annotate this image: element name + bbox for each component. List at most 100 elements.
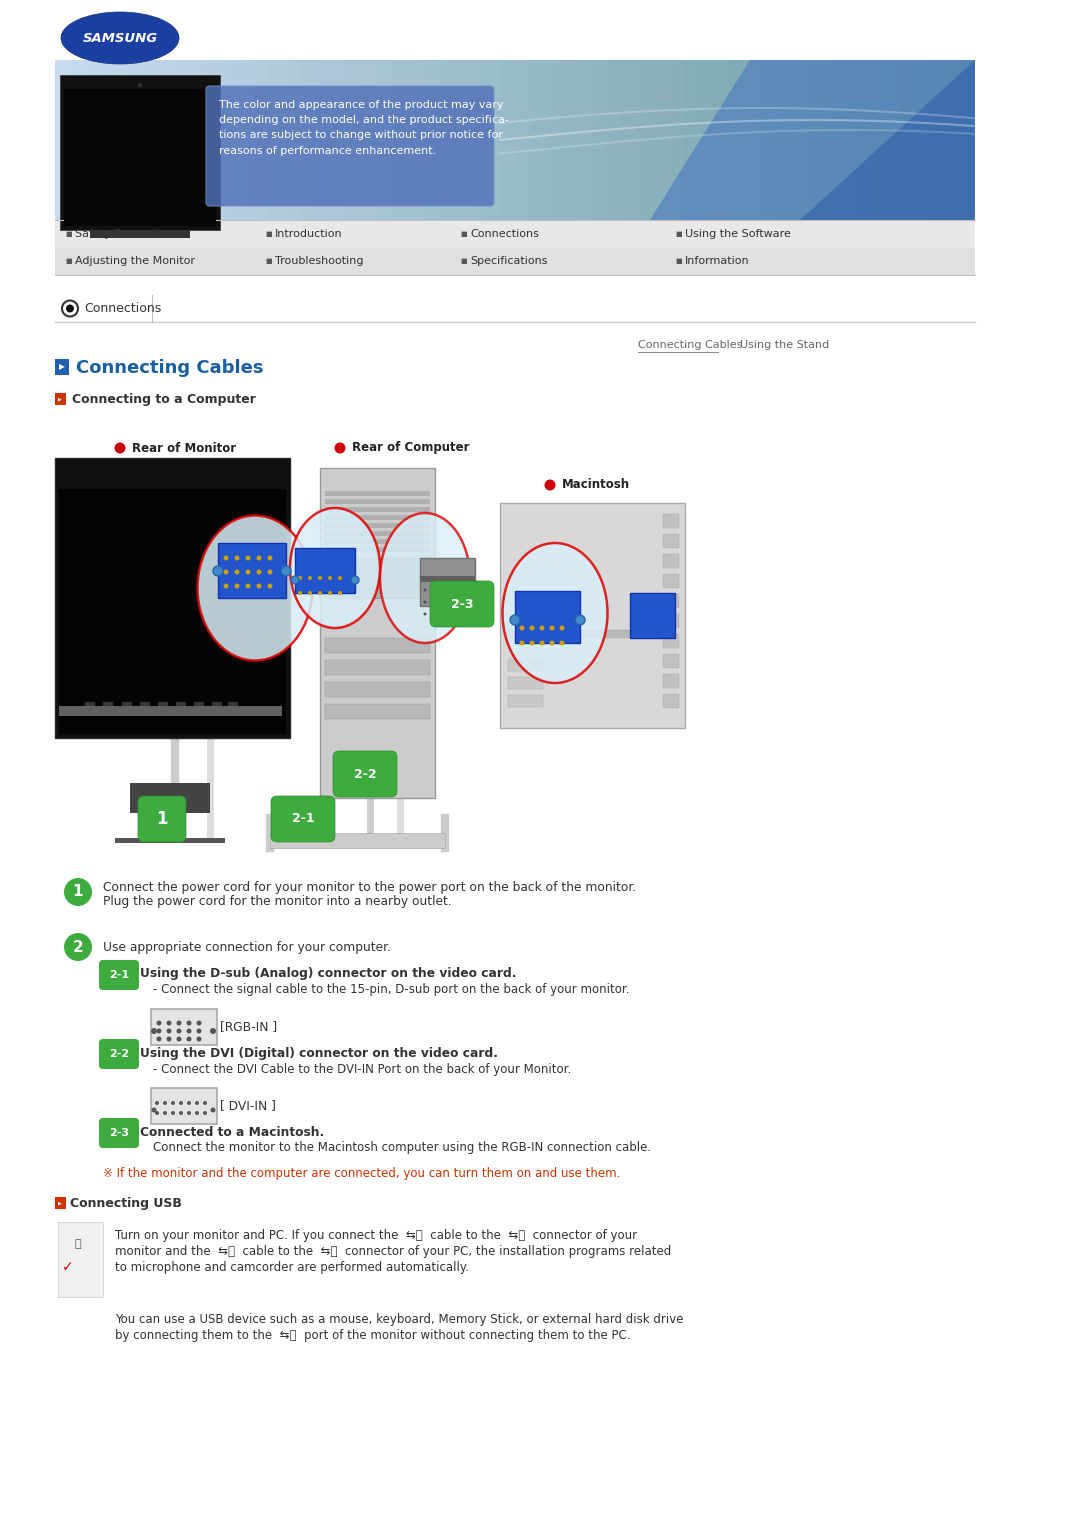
Bar [361,60,377,220]
Bar [194,701,204,711]
Circle shape [157,1036,162,1042]
Bar [90,231,190,238]
Circle shape [234,584,240,588]
Polygon shape [800,60,975,220]
Bar [330,60,346,220]
Bar [55,458,291,738]
Bar [775,60,791,220]
Circle shape [291,576,299,584]
Circle shape [234,570,240,575]
Circle shape [156,1102,159,1105]
Text: ■: ■ [265,231,272,237]
Circle shape [540,640,544,645]
Bar [420,576,475,582]
Text: Plug the power cord for the monitor into a nearby outlet.: Plug the power cord for the monitor into… [103,895,451,909]
Circle shape [157,1021,162,1025]
Ellipse shape [198,515,312,660]
Text: ■: ■ [265,258,272,264]
Circle shape [213,565,222,576]
Circle shape [447,613,450,616]
Bar [929,60,944,220]
Circle shape [163,1102,167,1105]
Text: 1: 1 [157,810,167,828]
FancyBboxPatch shape [99,960,139,990]
Text: Introduction: Introduction [275,229,342,238]
Bar [699,60,714,220]
Bar [140,701,150,711]
Text: Using the Software: Using the Software [685,229,791,238]
Text: 2-3: 2-3 [109,1128,129,1138]
FancyBboxPatch shape [430,581,494,626]
Ellipse shape [380,513,470,643]
Circle shape [224,556,229,561]
Bar [392,60,407,220]
Bar [806,60,821,220]
Circle shape [176,1036,181,1042]
Bar [325,547,430,552]
Text: [ DVI-IN ]: [ DVI-IN ] [220,1100,276,1112]
Bar [85,701,95,711]
Bar [508,659,543,671]
Circle shape [245,584,251,588]
Bar [325,532,430,536]
Circle shape [463,588,467,591]
Bar [158,701,168,711]
Bar [683,60,699,220]
Circle shape [338,591,342,594]
FancyBboxPatch shape [138,796,186,842]
Circle shape [423,601,427,604]
Bar [377,60,392,220]
Bar [508,677,543,689]
Text: Using the Stand: Using the Stand [740,341,829,350]
Bar [663,594,679,608]
Bar [508,630,658,639]
Text: ▶: ▶ [58,396,62,402]
Text: by connecting them to the  ⇆Ⓑ  port of the monitor without connecting them to th: by connecting them to the ⇆Ⓑ port of the… [114,1329,631,1343]
Bar [295,549,355,593]
Circle shape [187,1036,191,1042]
Ellipse shape [291,507,380,628]
Text: ■: ■ [460,258,467,264]
Text: monitor and the  ⇆Ⓑ  cable to the  ⇆Ⓑ  connector of your PC, the installation pr: monitor and the ⇆Ⓑ cable to the ⇆Ⓑ conne… [114,1244,672,1258]
Bar [325,681,430,697]
Text: Connected to a Macintosh.: Connected to a Macintosh. [140,1126,324,1138]
Circle shape [257,584,261,588]
Bar [59,489,286,733]
Circle shape [64,879,92,906]
Text: [RGB-IN ]: [RGB-IN ] [220,1021,278,1033]
Bar [122,701,132,711]
Circle shape [257,570,261,575]
Bar [653,60,669,220]
Bar [208,60,222,220]
Circle shape [318,576,322,581]
Bar [177,60,193,220]
Bar [663,533,679,549]
Bar [116,60,131,220]
Polygon shape [650,60,975,220]
Bar [637,60,653,220]
Text: Safety Precautions: Safety Precautions [75,229,179,238]
Circle shape [268,584,272,588]
Bar [745,60,760,220]
FancyBboxPatch shape [151,1008,217,1045]
Bar [561,60,576,220]
FancyBboxPatch shape [333,750,397,798]
Bar [162,60,177,220]
Circle shape [338,576,342,581]
Circle shape [163,1111,167,1115]
Bar [130,782,210,813]
Circle shape [179,1111,183,1115]
Text: ▶: ▶ [58,1201,62,1206]
Bar [663,614,679,628]
Bar [663,555,679,568]
Circle shape [211,1108,216,1112]
Circle shape [432,588,434,591]
Bar [325,704,430,720]
Circle shape [559,640,565,645]
Circle shape [179,1102,183,1105]
Circle shape [351,576,359,584]
Text: Connecting to a Computer: Connecting to a Computer [72,393,256,405]
Bar [508,695,543,707]
Circle shape [529,640,535,645]
Text: The color and appearance of the product may vary
depending on the model, and the: The color and appearance of the product … [219,99,509,156]
